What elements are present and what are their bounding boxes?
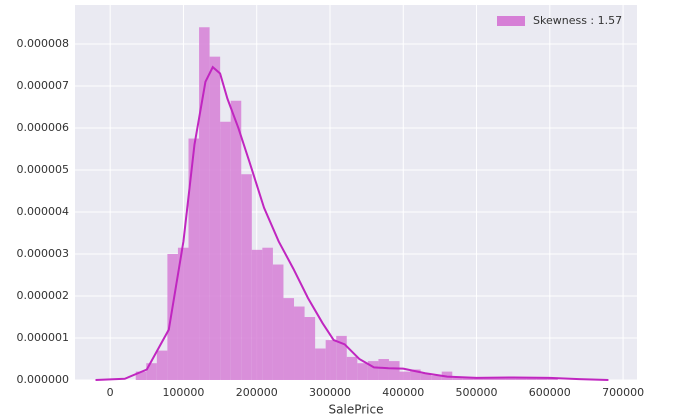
bar [483, 377, 495, 380]
bar [515, 377, 527, 380]
x-tick-label: 300000 [309, 386, 351, 399]
plot-area [75, 5, 637, 380]
y-tick-label: 0.000002 [17, 289, 70, 302]
bar [283, 298, 295, 380]
bar [536, 377, 548, 380]
bar [199, 27, 210, 380]
x-tick-label: 600000 [529, 386, 571, 399]
x-tick-label: 0 [107, 386, 114, 399]
bar [388, 361, 400, 380]
bar [167, 254, 178, 380]
bar [188, 138, 200, 380]
bar [146, 363, 157, 380]
y-tick-label: 0.000007 [17, 79, 70, 92]
y-tick-label: 0.000006 [17, 121, 70, 134]
bar [494, 377, 506, 380]
bar [473, 377, 484, 380]
bar [177, 247, 189, 380]
bar [357, 363, 368, 380]
bar [272, 264, 284, 380]
legend-label: Skewness : 1.57 [533, 14, 622, 27]
bar [325, 340, 337, 380]
bar [431, 375, 442, 380]
bar [399, 371, 411, 380]
bar [420, 373, 432, 380]
bar [378, 359, 389, 380]
y-tick-label: 0.000004 [17, 205, 70, 218]
y-tick-label: 0.000005 [17, 163, 70, 176]
bar [346, 356, 358, 380]
bar [452, 377, 463, 380]
x-tick-label: 100000 [162, 386, 204, 399]
y-tick-label: 0.000000 [17, 373, 70, 386]
bar [294, 306, 305, 380]
bar [251, 249, 263, 380]
kde-line [95, 65, 609, 381]
x-tick-label: 500000 [456, 386, 498, 399]
bar [462, 377, 474, 380]
bar [230, 100, 242, 380]
x-tick-label: 400000 [382, 386, 424, 399]
bar [209, 56, 221, 381]
bar [241, 174, 252, 380]
y-tick-label: 0.000001 [17, 331, 70, 344]
x-axis-label: SalePrice [329, 403, 384, 417]
x-tick-label: 700000 [602, 386, 644, 399]
y-tick-label: 0.000003 [17, 247, 70, 260]
bar [315, 348, 326, 380]
bar [262, 247, 273, 380]
bar [410, 369, 421, 380]
bar [156, 350, 168, 380]
bar [220, 121, 231, 380]
bar [304, 317, 316, 380]
bar [526, 377, 537, 380]
y-tick-label: 0.000008 [17, 37, 70, 50]
bar [336, 335, 347, 380]
bar [367, 361, 379, 380]
bar [505, 377, 516, 380]
legend-swatch [497, 16, 525, 26]
bar [135, 371, 147, 380]
x-tick-label: 200000 [236, 386, 278, 399]
